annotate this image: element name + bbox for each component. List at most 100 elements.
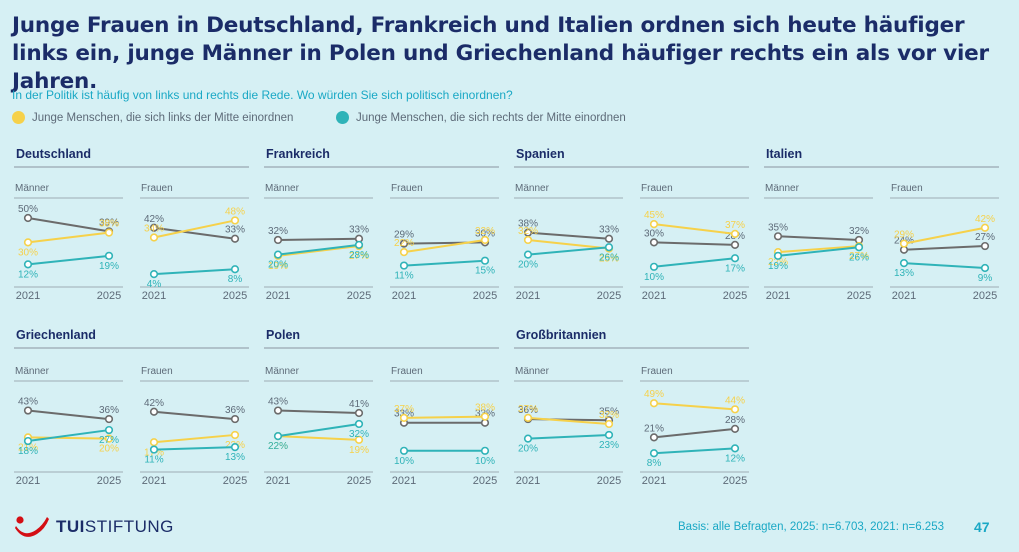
data-label-left-polen-maenner-start: 22% <box>268 441 288 452</box>
data-label-overall-großbritannien-frauen-start: 21% <box>644 423 664 434</box>
data-label-right-italien-frauen-start: 13% <box>894 268 914 279</box>
data-label-left-griechenland-maenner-start: 21% <box>18 442 38 453</box>
data-label-right-großbritannien-maenner-start: 20% <box>518 444 538 455</box>
data-label-overall-italien-frauen-end: 27% <box>975 232 995 243</box>
point-overall-großbritannien-frauen-end <box>730 424 740 433</box>
data-label-overall-frankreich-maenner-end: 33% <box>349 225 369 236</box>
point-overall-spanien-frauen-start <box>649 238 659 247</box>
data-label-left-deutschland-frauen-end: 48% <box>225 206 245 217</box>
country-title-italien: Italien <box>766 147 802 161</box>
point-left-spanien-frauen-end <box>730 229 740 238</box>
panel-label-polen-maenner: Männer <box>265 366 300 377</box>
data-label-right-polen-maenner-end: 32% <box>349 429 369 440</box>
point-left-frankreich-frauen-end <box>480 235 490 245</box>
data-label-right-frankreich-frauen-end: 15% <box>475 266 495 277</box>
series-line-left-polen-maenner <box>277 435 360 441</box>
data-label-overall-deutschland-frauen-end: 33% <box>225 225 245 236</box>
data-label-overall-großbritannien-frauen-end: 28% <box>725 415 745 426</box>
point-left-deutschland-frauen-start <box>149 233 159 242</box>
x-tick-label-deutschland-maenner-end: 2025 <box>97 290 121 302</box>
data-label-right-polen-frauen-start: 10% <box>394 456 414 467</box>
data-label-overall-deutschland-maenner-start: 50% <box>18 204 38 215</box>
series-line-left-italien-maenner <box>777 245 860 254</box>
series-line-left-griechenland-maenner <box>27 436 110 440</box>
panel-label-frankreich-frauen: Frauen <box>391 183 423 194</box>
data-label-left-frankreich-maenner-end: 27% <box>349 251 369 262</box>
data-label-right-deutschland-frauen-start: 4% <box>147 279 162 290</box>
country-title-griechenland: Griechenland <box>16 328 96 342</box>
x-tick-label-italien-maenner-start: 2021 <box>766 290 790 302</box>
x-tick-label-deutschland-maenner-start: 2021 <box>16 290 40 302</box>
point-right-spanien-maenner-start <box>523 250 533 259</box>
legend-swatch-right <box>336 111 349 124</box>
point-overall-deutschland-frauen-start <box>149 223 159 232</box>
point-overall-großbritannien-frauen-start <box>649 433 659 442</box>
point-overall-italien-maenner-start <box>773 232 783 241</box>
point-overall-spanien-maenner-end <box>604 234 614 243</box>
data-label-overall-großbritannien-maenner-start: 36% <box>518 405 538 416</box>
data-label-left-frankreich-frauen-end: 32% <box>475 226 495 237</box>
panel-label-griechenland-maenner: Männer <box>15 366 50 377</box>
footnote: Basis: alle Befragten, 2025: n=6.703, 20… <box>678 521 944 533</box>
data-label-overall-frankreich-frauen-end: 30% <box>475 228 495 239</box>
series-line-left-spanien-maenner <box>527 238 610 250</box>
data-label-right-frankreich-maenner-start: 20% <box>268 260 288 271</box>
survey-question: In der Politik ist häufig von links und … <box>12 88 513 102</box>
point-right-griechenland-maenner-start <box>23 436 33 446</box>
series-line-right-frankreich-maenner <box>277 243 360 256</box>
data-label-overall-deutschland-maenner-end: 39% <box>99 217 119 228</box>
data-label-right-polen-maenner-start: 22% <box>268 441 288 452</box>
x-tick-label-griechenland-frauen-start: 2021 <box>142 475 166 487</box>
country-title-frankreich: Frankreich <box>266 147 330 161</box>
data-label-right-großbritannien-frauen-start: 8% <box>647 458 662 469</box>
data-label-right-spanien-frauen-end: 17% <box>725 263 745 274</box>
series-line-left-großbritannien-maenner <box>527 416 610 425</box>
data-label-left-großbritannien-maenner-start: 37% <box>518 404 538 415</box>
data-label-overall-italien-maenner-start: 35% <box>768 222 788 233</box>
data-label-left-italien-maenner-end: 27% <box>849 251 869 262</box>
series-line-right-italien-frauen <box>903 262 986 270</box>
point-overall-deutschland-frauen-end <box>230 234 240 243</box>
series-line-left-griechenland-frauen <box>153 433 236 444</box>
x-tick-label-deutschland-frauen-start: 2021 <box>142 290 166 302</box>
legend-item-right: Junge Menschen, die sich rechts der Mitt… <box>336 111 626 124</box>
legend-label-right: Junge Menschen, die sich rechts der Mitt… <box>356 111 626 124</box>
data-label-right-griechenland-maenner-end: 27% <box>99 435 119 446</box>
data-label-left-italien-frauen-start: 29% <box>894 230 914 241</box>
data-label-left-spanien-frauen-end: 37% <box>725 220 745 231</box>
x-tick-label-polen-frauen-end: 2025 <box>473 475 497 487</box>
data-label-overall-griechenland-maenner-end: 36% <box>99 405 119 416</box>
data-label-overall-polen-maenner-start: 43% <box>268 397 288 408</box>
data-label-left-deutschland-frauen-start: 34% <box>144 224 164 235</box>
panel-label-spanien-maenner: Männer <box>515 183 550 194</box>
point-left-griechenland-frauen-start <box>149 438 159 447</box>
point-left-großbritannien-maenner-start <box>523 413 533 422</box>
point-left-italien-frauen-end <box>980 223 990 232</box>
data-label-left-deutschland-maenner-start: 30% <box>18 247 38 258</box>
x-tick-label-großbritannien-maenner-start: 2021 <box>516 475 540 487</box>
point-left-deutschland-frauen-end <box>230 216 240 225</box>
series-line-right-deutschland-maenner <box>27 254 110 266</box>
data-label-left-italien-maenner-start: 22% <box>768 257 788 268</box>
series-line-right-spanien-maenner <box>527 246 610 256</box>
series-line-left-großbritannien-frauen <box>653 402 736 411</box>
point-right-griechenland-frauen-start <box>149 445 159 454</box>
series-line-right-deutschland-frauen <box>153 268 236 276</box>
point-left-polen-maenner-end <box>354 435 364 444</box>
series-line-right-spanien-frauen <box>653 257 736 268</box>
x-tick-label-frankreich-frauen-end: 2025 <box>473 290 497 302</box>
point-left-frankreich-frauen-start <box>399 248 409 257</box>
legend-swatch-left <box>12 111 25 124</box>
x-tick-label-italien-frauen-start: 2021 <box>892 290 916 302</box>
data-label-right-deutschland-frauen-end: 8% <box>228 274 243 285</box>
series-line-left-spanien-frauen <box>653 223 736 235</box>
point-overall-deutschland-maenner-start <box>23 213 33 223</box>
series-line-overall-griechenland-maenner <box>27 409 110 421</box>
x-tick-label-spanien-maenner-end: 2025 <box>597 290 621 302</box>
tui-smile-icon <box>15 516 49 537</box>
point-right-deutschland-maenner-end <box>104 251 114 260</box>
point-right-frankreich-frauen-start <box>399 261 409 270</box>
x-tick-label-großbritannien-frauen-start: 2021 <box>642 475 666 487</box>
x-tick-label-frankreich-maenner-start: 2021 <box>266 290 290 302</box>
point-right-griechenland-maenner-end <box>104 425 114 435</box>
